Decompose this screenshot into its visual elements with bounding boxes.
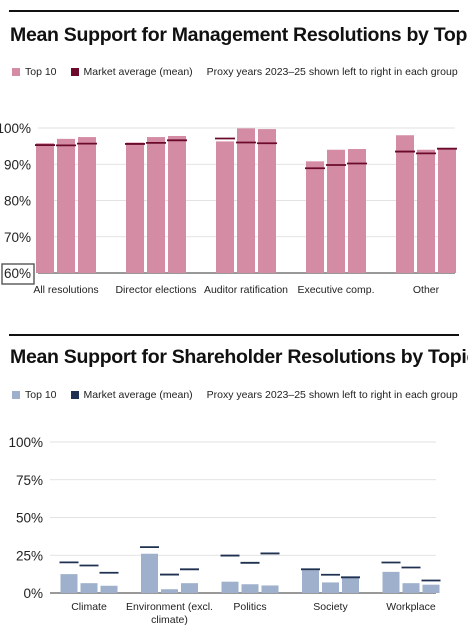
management-chart-panel: Mean Support for Management Resolutions … [0,10,468,296]
bar [221,581,239,593]
y-tick-label: 25% [16,548,43,563]
y-tick-label: 75% [16,473,43,488]
bar [302,570,319,593]
legend-label: Market average (mean) [83,389,193,401]
legend-note: Proxy years 2023–25 shown left to right … [206,389,458,401]
x-category-label: Other [413,284,440,296]
y-tick-label: 90% [4,157,31,172]
bar [57,138,75,273]
bar [241,584,259,593]
legend-swatch-bar [12,68,20,76]
bar [181,583,198,593]
bar [382,571,400,593]
bar [161,589,178,593]
y-tick-label: 100% [8,435,43,450]
x-category-label: All resolutions [33,284,98,296]
shareholder-chart-panel: Mean Support for Shareholder Resolutions… [0,320,468,638]
bar [422,584,440,593]
legend-label: Market average (mean) [83,66,193,78]
bar [60,574,78,593]
legend-note: Proxy years 2023–25 shown left to right … [206,66,458,78]
chart-legend: Top 10 Market average (mean) Proxy years… [12,66,468,78]
x-category-label: Environment (excl. [126,601,213,613]
chart-title: Mean Support for Management Resolutions … [10,24,468,46]
bar [322,582,339,593]
bar [141,553,158,593]
highlighted-tick-box [1,263,35,285]
legend-item-top10: Top 10 [12,389,57,401]
bar [237,128,255,273]
top-rule [9,10,459,12]
x-category-label: Director elections [115,284,196,296]
legend-item-top10: Top 10 [12,66,57,78]
legend-swatch-marker [70,68,79,76]
legend-swatch-bar [12,391,20,399]
bar [258,129,276,273]
bar [168,135,186,273]
y-tick-label: 100% [0,121,31,136]
management-chart-plot: 100% 90% 80% 70% 60%All resolutions Director … [0,121,457,296]
bar [216,141,234,273]
legend-label: Top 10 [25,389,57,401]
chart-title: Mean Support for Shareholder Resolutions… [10,346,468,368]
bar [80,583,98,593]
bar [396,135,414,273]
shareholder-chart-plot: 100% 75% 50% 25% 0% Climate Environment (excl.… [8,435,441,626]
bar [438,147,456,273]
bar [261,585,279,593]
bar [126,142,144,273]
bar [147,137,165,273]
bar [36,143,54,273]
bar [348,149,366,273]
y-tick-label: 50% [16,511,43,526]
bar [402,583,420,593]
legend-item-market-average: Market average (mean) [70,389,193,401]
x-category-label: climate) [151,614,188,626]
legend-item-market-average: Market average (mean) [70,66,193,78]
x-category-label: Politics [233,601,266,613]
x-category-label: Workplace [386,601,436,613]
y-tick-label: 0% [23,586,43,601]
y-tick-label: 80% [4,194,31,209]
chart-legend: Top 10 Market average (mean) Proxy years… [12,389,468,401]
bar [78,137,96,273]
x-category-label: Executive comp. [297,284,374,296]
bar [327,149,345,273]
bar [342,577,359,593]
bar [417,149,435,273]
y-tick-label: 70% [4,230,31,245]
top-rule [9,334,459,336]
x-category-label: Society [313,601,348,613]
y-tick-label: 60% [4,266,31,281]
legend-swatch-marker [70,391,79,399]
bar [100,585,118,593]
bar [306,161,324,273]
x-category-label: Climate [71,601,107,613]
x-category-label: Auditor ratification [204,284,288,296]
legend-label: Top 10 [25,66,57,78]
